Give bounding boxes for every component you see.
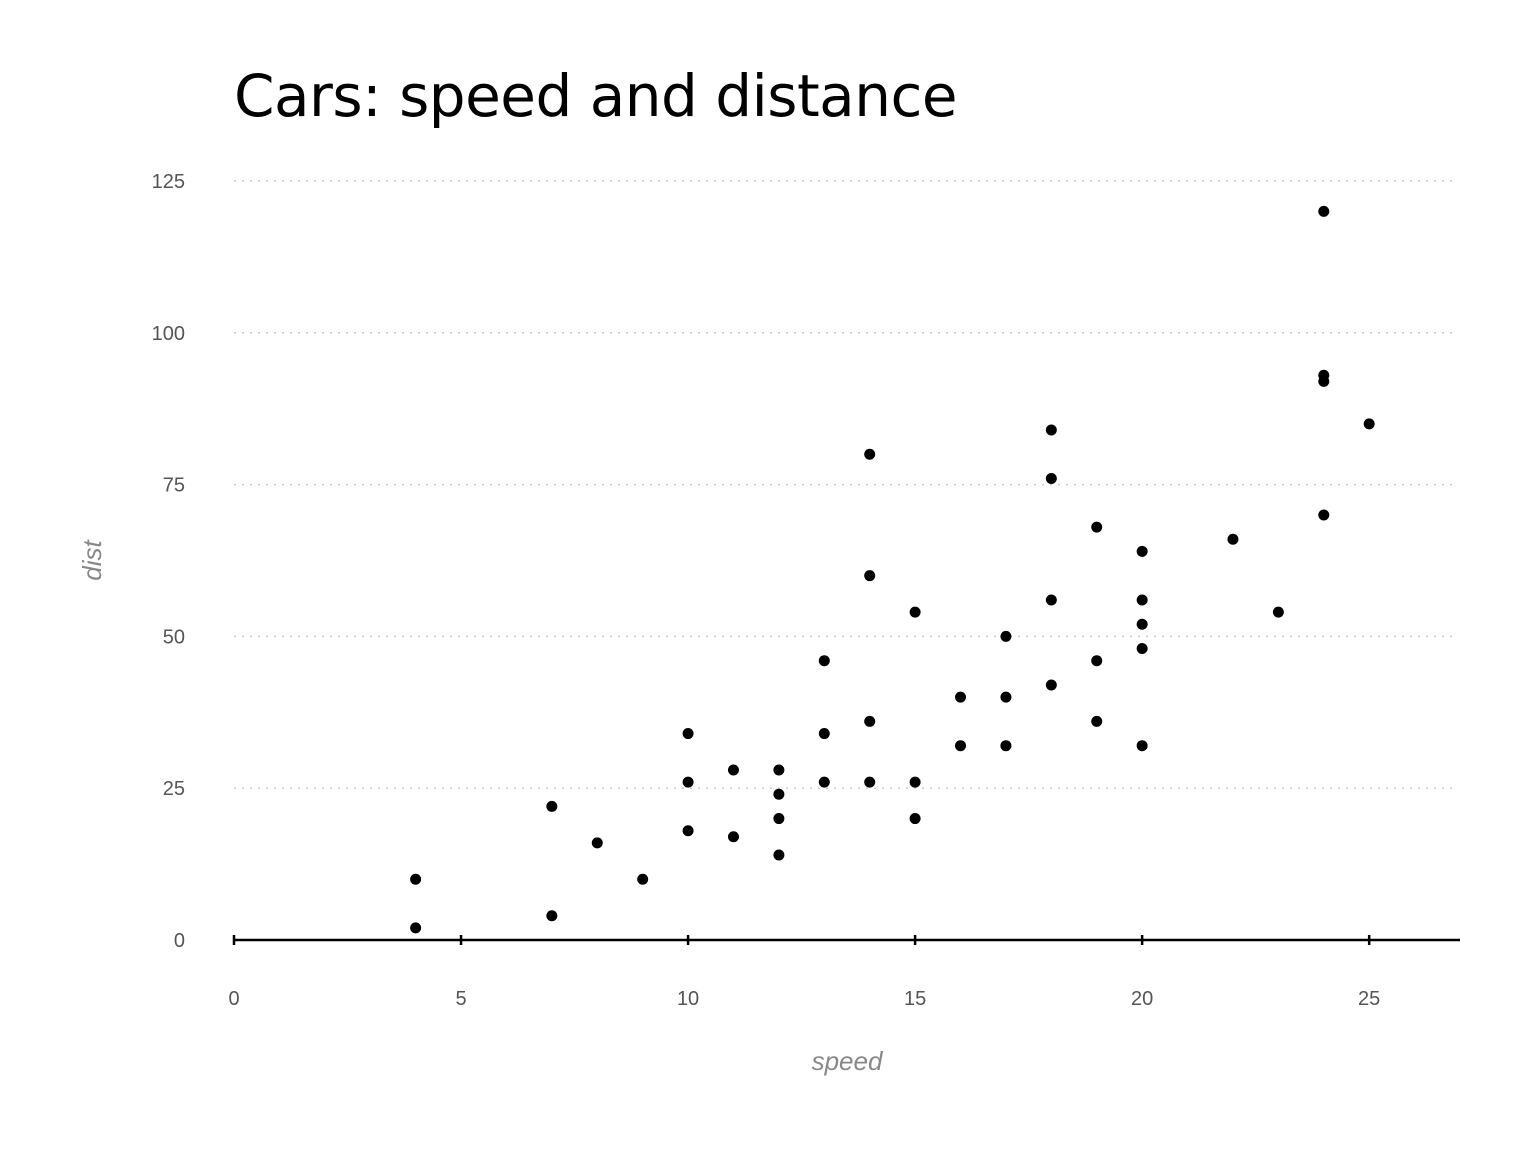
data-point (682, 825, 694, 837)
data-point (773, 813, 785, 825)
data-point (864, 715, 876, 727)
y-tick-label: 100 (152, 323, 185, 345)
data-point (818, 776, 830, 788)
x-tick-label: 15 (904, 988, 926, 1010)
data-point (1227, 533, 1239, 545)
y-axis-title: dist (77, 538, 107, 580)
data-point (773, 764, 785, 776)
data-point (1136, 643, 1148, 655)
data-point (1272, 606, 1284, 618)
y-tick-label: 25 (163, 778, 185, 800)
data-point (864, 448, 876, 460)
data-point (818, 655, 830, 667)
data-point (1136, 545, 1148, 557)
y-tick-label: 50 (163, 626, 185, 648)
x-tick-label: 20 (1131, 988, 1153, 1010)
data-point (1091, 715, 1103, 727)
x-axis: 0 5 10 15 20 25 (228, 935, 1460, 1010)
data-point (818, 728, 830, 740)
x-tick-label: 0 (228, 988, 239, 1010)
data-point (727, 831, 739, 843)
y-axis-tick-labels: 0 25 50 75 100 125 (152, 171, 185, 952)
data-point (1318, 369, 1330, 381)
data-point (546, 800, 558, 812)
y-tick-label: 125 (152, 171, 185, 193)
data-point (546, 910, 558, 922)
data-point (1136, 740, 1148, 752)
data-point (1363, 418, 1375, 430)
data-point (1091, 521, 1103, 533)
data-point (682, 776, 694, 788)
data-points (410, 205, 1375, 934)
x-axis-title: speed (812, 1046, 884, 1076)
data-point (773, 788, 785, 800)
data-point (1318, 205, 1330, 217)
data-point (909, 606, 921, 618)
x-tick-label: 5 (455, 988, 466, 1010)
data-point (773, 849, 785, 861)
data-point (410, 873, 422, 885)
data-point (591, 837, 603, 849)
chart-title: Cars: speed and distance (234, 62, 958, 130)
data-point (727, 764, 739, 776)
data-point (410, 922, 422, 934)
data-point (1000, 691, 1012, 703)
data-point (909, 813, 921, 825)
data-point (1045, 473, 1057, 485)
x-tick-label: 10 (677, 988, 699, 1010)
data-point (1000, 630, 1012, 642)
data-point (1000, 740, 1012, 752)
data-point (1318, 509, 1330, 521)
y-tick-label: 75 (163, 475, 185, 497)
data-point (864, 570, 876, 582)
gridlines (234, 180, 1455, 789)
data-point (682, 728, 694, 740)
data-point (955, 691, 967, 703)
data-point (1136, 618, 1148, 630)
data-point (955, 740, 967, 752)
data-point (1091, 655, 1103, 667)
data-point (1045, 594, 1057, 606)
data-point (1045, 679, 1057, 691)
y-tick-label: 0 (174, 930, 185, 952)
data-point (909, 776, 921, 788)
data-point (1045, 424, 1057, 436)
data-point (1136, 594, 1148, 606)
x-tick-label: 25 (1358, 988, 1380, 1010)
data-point (637, 873, 649, 885)
data-point (864, 776, 876, 788)
